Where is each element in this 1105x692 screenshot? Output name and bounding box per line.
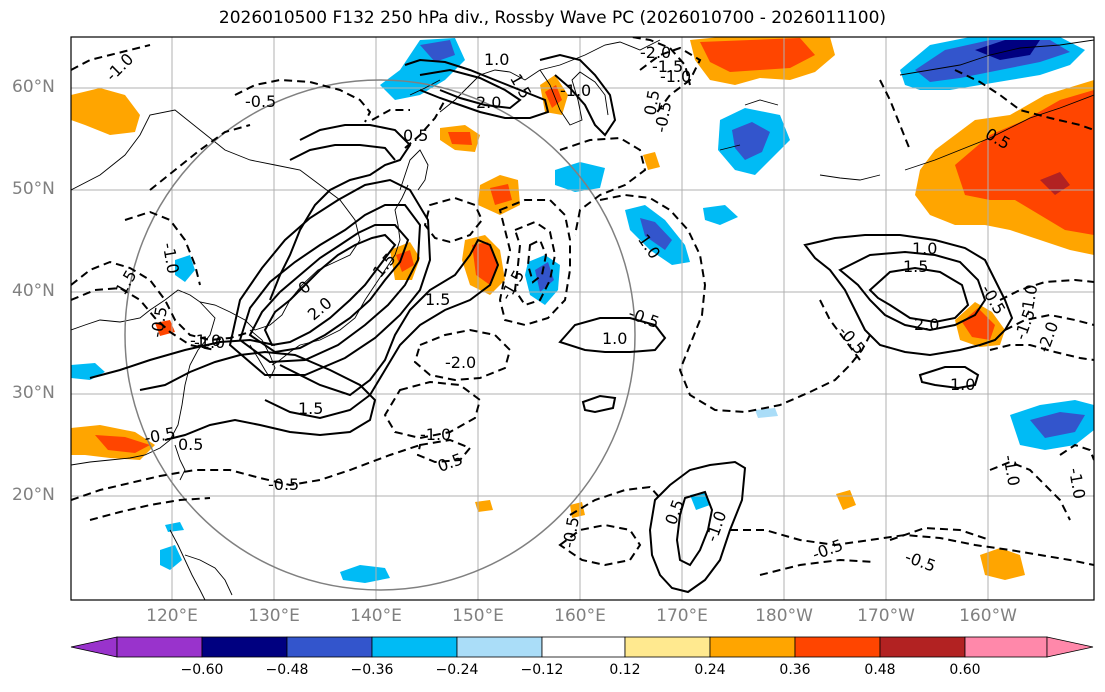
- contour-label: 0: [294, 277, 314, 298]
- colorbar-tick-label: 0.24: [694, 662, 726, 678]
- lon-label: 170°W: [857, 606, 915, 626]
- contour-label: 0.5: [178, 435, 203, 454]
- contour-label: 1.0: [484, 50, 509, 69]
- contour-label: 1.5: [111, 267, 140, 299]
- rossby-wave-circle: [124, 79, 636, 591]
- contour-label: 1.5: [903, 257, 928, 276]
- colorbar-tick-label: 0.12: [609, 662, 641, 678]
- contour-label: -0.5: [559, 515, 583, 549]
- contour-label: -0.5: [245, 92, 276, 111]
- lat-label: 60°N: [12, 77, 55, 97]
- divergence-shading: [71, 37, 1094, 583]
- lon-label: 160°W: [959, 606, 1017, 626]
- lat-label: 30°N: [12, 383, 55, 403]
- lon-label: 140°E: [350, 606, 402, 626]
- lon-label: 170°E: [656, 606, 708, 626]
- contour-label: 2.0: [304, 293, 336, 324]
- contour-label: -2.0: [640, 43, 671, 62]
- colorbar-extend-low: [70, 636, 118, 658]
- contour-label: -1.0: [1065, 466, 1089, 500]
- contour-label: 0.5: [403, 126, 428, 145]
- contour-label: -1.0: [660, 67, 691, 86]
- contour-label: -1.0: [1017, 283, 1041, 317]
- colorbar-tick-label: 0.60: [949, 662, 981, 678]
- colorbar: [70, 636, 1094, 658]
- contour-label: -2.0: [1034, 319, 1063, 355]
- contour-label: -1.0: [420, 425, 451, 444]
- contour-label: 1.0: [950, 375, 975, 394]
- contour-label: 0.5: [640, 88, 663, 116]
- lat-label: 50°N: [12, 179, 55, 199]
- colorbar-tick-label: −0.48: [265, 662, 309, 678]
- contour-label: -1.0: [190, 331, 221, 350]
- colorbar-tick-label: −0.12: [520, 662, 564, 678]
- contour-label: 1.5: [506, 70, 535, 102]
- contour-label: -1.0: [999, 453, 1023, 487]
- colorbar-tick-label: 0.48: [864, 662, 896, 678]
- contour-label: 1.0: [912, 239, 937, 258]
- lon-label: 180°W: [755, 606, 813, 626]
- map-title: 2026010500 F132 250 hPa div., Rossby Wav…: [218, 8, 887, 28]
- contour-label: 1.0: [602, 329, 627, 348]
- lon-label: 120°E: [146, 606, 198, 626]
- contour-label: -1.5: [652, 57, 683, 76]
- lon-label: 150°E: [452, 606, 504, 626]
- map-content: -1.0 1.0 -2.0 -1.5 -1.0 1.5 2.0 -0.5 0.5…: [71, 37, 1094, 600]
- colorbar-tick-label: −0.36: [350, 662, 394, 678]
- contour-label: -0.5: [268, 475, 299, 494]
- contour-label: -1.0: [159, 241, 183, 275]
- contour-label: -1.0: [560, 81, 591, 100]
- colorbar-tick-label: 0.36: [779, 662, 811, 678]
- coastlines: [71, 39, 1094, 600]
- lat-label: 40°N: [12, 281, 55, 301]
- lat-label: 20°N: [12, 485, 55, 505]
- contour-label: -0.5: [626, 304, 662, 333]
- map-frame: [70, 36, 1095, 601]
- lon-label: 160°E: [554, 606, 606, 626]
- contour-label: 2.0: [476, 93, 501, 112]
- colorbar-tick-label: −0.60: [180, 662, 224, 678]
- contour-label: -2.0: [445, 353, 476, 372]
- contour-label: 0.5: [435, 449, 465, 476]
- contour-label: 1.5: [425, 290, 450, 309]
- contour-label: 1.5: [298, 399, 323, 418]
- colorbar-tick-label: −0.24: [435, 662, 479, 678]
- lon-label: 130°E: [248, 606, 300, 626]
- positive-contours: [89, 53, 1014, 594]
- contour-label: -1.0: [194, 333, 225, 352]
- negative-contours: [71, 37, 1094, 576]
- colorbar-extend-high: [1046, 636, 1094, 658]
- contour-label: 2.0: [914, 315, 939, 334]
- contour-label: -0.5: [903, 547, 939, 576]
